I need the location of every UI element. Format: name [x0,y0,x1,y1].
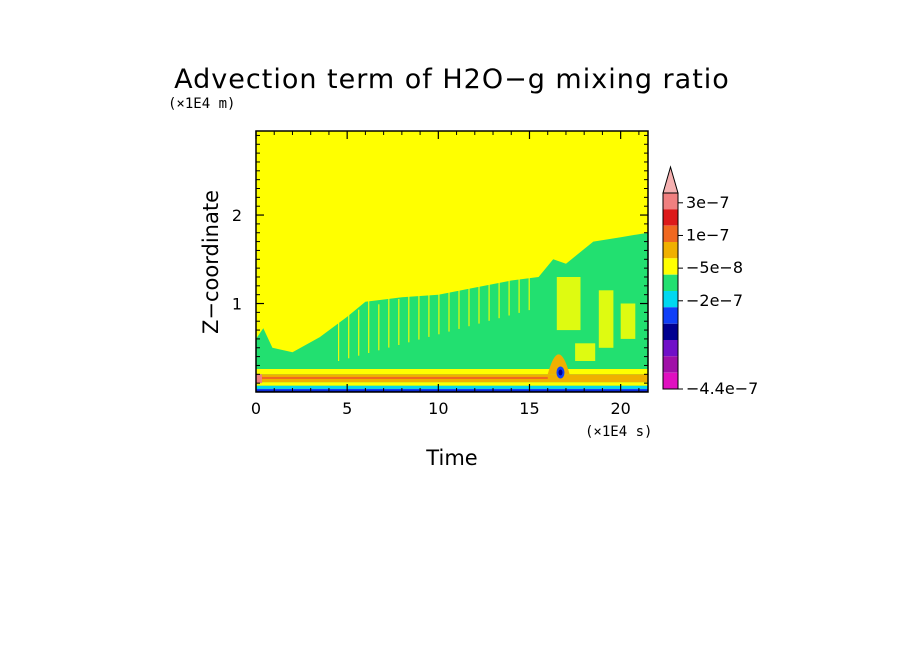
colorbar-label: −2e−7 [686,291,743,310]
yellow-streak [408,286,410,343]
chart-title: Advection term of H2O−g mixing ratio [174,64,730,95]
yellow-streak [368,297,370,353]
colorbar-swatch [663,323,678,340]
colorbar-swatch [663,356,678,373]
yellow-patch [556,277,581,331]
colorbar-label: −4.4e−7 [686,379,758,398]
x-axis-unit: (×1E4 s) [585,424,652,440]
colorbar-label: 3e−7 [686,193,730,212]
yellow-streak [398,299,400,345]
colorbar-frame [662,192,679,390]
yellow-streak [378,304,380,351]
colorbar-extend-arrow [662,165,679,194]
yellow-streak [438,288,440,335]
yellow-thin [256,382,648,386]
y-tick-label: 2 [232,206,242,225]
yellow-streak [338,315,340,361]
yellow-streak [518,266,520,313]
colorbar-swatch [663,258,678,275]
yellow-patch [620,303,636,339]
axis-ticks: 0 5 10 15 20 1 2 [232,131,648,418]
x-tick-label: 0 [251,399,261,418]
y-axis-label: Z−coordinate [199,190,223,334]
yellow-streak [478,277,480,324]
colorbar-swatch [663,225,678,242]
x-axis-label: Time [425,446,477,470]
blue-band [256,388,648,393]
yellow-streak [508,259,510,316]
colorbar-swatch [663,209,678,226]
colorbar-swatch [663,372,678,389]
yellow-streak [428,281,430,337]
yellow-streak [528,254,530,311]
x-tick-label: 20 [610,399,630,418]
colorbar-swatch [663,242,678,259]
red-line [261,376,548,379]
darkblue-spot [558,369,563,376]
colorbar-swatch [663,340,678,357]
yellow-streak [358,309,360,356]
colorbar-label: 1e−7 [686,225,730,244]
yellow-streak [488,265,490,321]
colorbar-swatch [663,193,678,210]
yellow-streak [348,302,350,359]
colorbar: 3e−7 1e−7 −5e−8 −2e−7 −4.4e−7 [662,165,758,398]
yellow-streak [458,282,460,329]
pink-edge [256,374,262,384]
orange-plume [547,354,570,375]
y-axis-unit: (×1E4 m) [168,96,235,112]
colorbar-swatch [663,274,678,291]
yellow-patch [575,343,596,361]
colorbar-swatch [663,307,678,324]
yellow-strip [256,368,648,375]
green-region [256,232,648,389]
x-tick-label: 15 [519,399,539,418]
y-tick-label: 1 [232,295,242,314]
yellow-streak [498,272,500,319]
colorbar-swatch [663,291,678,308]
plot-frame [255,130,649,393]
yellow-streak [468,270,470,327]
colorbar-label: −5e−8 [686,258,743,277]
yellow-streak [388,291,390,348]
heatmap-field [256,131,648,393]
cyan-band [256,385,648,389]
yellow-streak [448,275,450,332]
yellow-streak [418,293,420,340]
x-tick-label: 5 [342,399,352,418]
yellow-patch [598,290,614,348]
x-tick-label: 10 [428,399,448,418]
